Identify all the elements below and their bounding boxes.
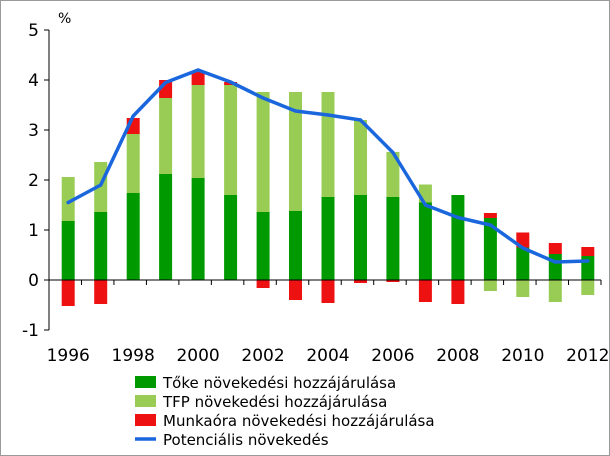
bar-2002-series-0: [256, 212, 270, 280]
legend-label-0: Tőke növekedési hozzájárulása: [162, 374, 396, 392]
bar-2011-series-1: [548, 280, 562, 302]
bar-2005-series-0: [354, 195, 367, 280]
legend-swatch-2: [135, 414, 156, 426]
legend-swatch-0: [135, 376, 156, 388]
line-point-1996: [66, 200, 70, 205]
line-point-1998: [131, 114, 135, 118]
bar-2002-series-2: [256, 280, 270, 288]
bar-2010-series-0: [516, 247, 530, 280]
bar-2009-series-2: [483, 213, 497, 218]
bar-2006-series-2: [386, 280, 400, 282]
line-layer: [66, 68, 590, 264]
bar-2006-series-0: [386, 197, 400, 280]
line-point-2006: [391, 150, 395, 155]
bar-1996-series-1: [61, 177, 75, 221]
bar-2008-series-2: [451, 280, 465, 304]
axes-layer: -1 0 1 2 3 4 5 1996 1998 2000 2002 2004 2006 2008 2010…: [22, 21, 609, 366]
bar-1999-series-0: [159, 174, 173, 280]
line-point-2003: [293, 109, 298, 113]
bar-2008-series-0: [451, 195, 465, 280]
legend-label-2: Munkaóra növekedési hozzájárulása: [163, 412, 435, 430]
bar-1996-series-0: [61, 221, 75, 280]
y-tick-label-0: -1: [22, 321, 39, 341]
bar-2010-series-1: [516, 280, 530, 297]
bar-2001-series-0: [224, 195, 238, 280]
line-point-2008: [456, 215, 460, 220]
line-point-2001: [229, 80, 233, 84]
line-point-2012: [586, 259, 590, 263]
line-point-2002: [261, 96, 265, 100]
bar-2009-series-0: [483, 218, 497, 280]
bar-2006-series-1: [386, 152, 400, 197]
bar-1997-series-0: [94, 212, 108, 280]
bar-2012-series-2: [581, 247, 595, 256]
x-tick-label-1998: 1998: [112, 346, 155, 366]
bar-1999-series-1: [159, 98, 173, 174]
bar-2003-series-1: [289, 92, 302, 211]
y-tick-label-4: 3: [28, 121, 39, 141]
x-tick-label-2006: 2006: [371, 346, 414, 366]
line-point-2000: [196, 68, 200, 72]
bar-1996-series-2: [61, 280, 75, 306]
bar-2012-series-1: [581, 280, 595, 295]
line-point-1999: [164, 80, 168, 85]
x-tick-label-2000: 2000: [176, 346, 219, 366]
x-tick-label-2004: 2004: [306, 346, 349, 366]
line-point-2010: [521, 246, 525, 250]
bar-1997-series-2: [94, 280, 108, 304]
bar-2009-series-1: [483, 280, 497, 291]
legend-label-3: Potenciális növekedés: [163, 431, 329, 449]
line-point-2004: [326, 113, 330, 117]
bar-2004-series-0: [321, 197, 335, 280]
bar-2004-series-2: [321, 280, 335, 303]
bar-2011-series-0: [548, 254, 562, 280]
bar-2000-series-0: [191, 178, 205, 280]
bar-1998-series-1: [126, 134, 140, 193]
bar-2001-series-1: [224, 85, 238, 195]
bar-2002-series-1: [256, 92, 270, 212]
bar-2004-series-1: [321, 92, 335, 197]
bar-2000-series-1: [191, 85, 205, 178]
y-tick-label-5: 4: [28, 71, 39, 91]
line-point-2011: [553, 260, 557, 264]
x-tick-label-1996: 1996: [47, 346, 90, 366]
y-tick-label-6: 5: [28, 21, 39, 41]
bar-2003-series-2: [289, 280, 302, 300]
y-tick-label-2: 1: [28, 221, 39, 241]
bar-2000-series-2: [191, 72, 205, 85]
legend-swatch-1: [135, 395, 156, 407]
y-tick-label-3: 2: [28, 171, 39, 191]
bar-2007-series-0: [418, 202, 432, 280]
y-tick-label-1: 0: [28, 271, 39, 291]
line-point-2007: [423, 203, 427, 207]
y-unit-label: %: [58, 11, 71, 27]
legend-label-1: TFP növekedési hozzájárulása: [162, 393, 387, 411]
bar-2007-series-2: [418, 280, 432, 302]
bar-1998-series-0: [126, 193, 140, 280]
line-point-2009: [488, 223, 492, 227]
line-point-2005: [358, 118, 363, 122]
bar-2005-series-1: [354, 120, 367, 195]
x-tick-label-2002: 2002: [241, 346, 284, 366]
x-tick-label-2012: 2012: [566, 346, 609, 366]
x-tick-label-2010: 2010: [501, 346, 544, 366]
bar-2005-series-2: [354, 280, 367, 283]
x-tick-label-2008: 2008: [436, 346, 479, 366]
bars-layer: [61, 72, 595, 306]
line-point-1997: [99, 183, 103, 187]
bar-2003-series-0: [289, 211, 302, 280]
bar-2011-series-2: [548, 243, 562, 254]
